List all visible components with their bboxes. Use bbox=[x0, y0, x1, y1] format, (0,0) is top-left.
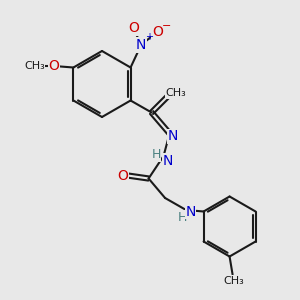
Text: −: − bbox=[162, 20, 171, 31]
Text: CH₃: CH₃ bbox=[165, 88, 186, 98]
Text: N: N bbox=[167, 130, 178, 143]
Text: CH₃: CH₃ bbox=[224, 275, 244, 286]
Text: H: H bbox=[152, 148, 161, 161]
Text: O: O bbox=[118, 169, 128, 182]
Text: N: N bbox=[185, 205, 196, 218]
Text: O: O bbox=[49, 59, 59, 73]
Text: N: N bbox=[163, 154, 173, 167]
Text: H: H bbox=[178, 211, 187, 224]
Text: O: O bbox=[152, 25, 163, 38]
Text: N: N bbox=[136, 38, 146, 52]
Text: O: O bbox=[128, 22, 139, 35]
Text: +: + bbox=[145, 32, 153, 43]
Text: CH₃: CH₃ bbox=[24, 61, 45, 71]
